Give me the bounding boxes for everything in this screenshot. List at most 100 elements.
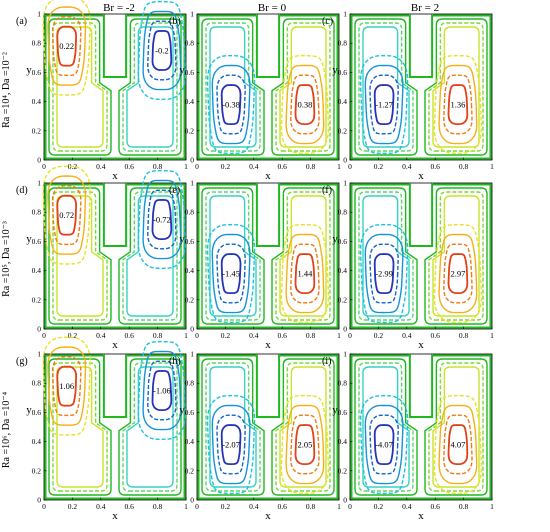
streamline xyxy=(42,0,91,96)
streamline xyxy=(137,0,187,101)
panel: (a)0.22 -0.20 0.2 0.4 0.6 0.8 100.20.40.60.81x… xyxy=(16,0,188,182)
y-axis-label: y xyxy=(332,233,338,245)
vortex-value-label: -2.99 xyxy=(375,269,393,279)
panel: (c)-1.27 1.360 0.2 0.4 0.6 0.8 100.20.40.60.81… xyxy=(322,10,494,183)
streamline xyxy=(424,358,488,496)
streamline xyxy=(280,223,330,324)
streamline xyxy=(285,233,325,314)
streamline xyxy=(47,175,87,255)
streamline xyxy=(44,354,186,500)
x-tick-label: 0.4 xyxy=(402,502,412,511)
x-tick-label: 0.2 xyxy=(68,502,78,511)
panel: (d)0.72 -0.720 0.2 0.4 0.6 0.8 100.20.40.60.81… xyxy=(16,165,188,351)
panel-tag: (i) xyxy=(322,356,331,367)
y-tick-label: 0.4 xyxy=(338,97,348,106)
y-tick-label: 0.2 xyxy=(32,295,42,304)
streamline xyxy=(369,74,399,135)
y-axis-label: y xyxy=(26,233,32,245)
streamline xyxy=(147,189,177,250)
streamline xyxy=(142,179,182,260)
vortex-value-label: -0.38 xyxy=(222,100,240,110)
streamline xyxy=(56,25,78,67)
streamline xyxy=(211,233,251,314)
column-header: Br = 0 xyxy=(258,2,287,14)
plot-frame xyxy=(43,13,187,161)
streamline xyxy=(197,14,339,160)
streamline xyxy=(271,18,335,156)
y-tick-label: 0.6 xyxy=(32,237,42,246)
x-tick-label: 1 xyxy=(337,162,341,171)
streamline xyxy=(373,424,395,466)
streamline xyxy=(118,18,182,156)
streamline xyxy=(47,346,87,426)
vortex-value-label: -0.72 xyxy=(153,215,171,225)
y-tick-label: 1 xyxy=(343,179,347,188)
streamline xyxy=(280,394,330,495)
plot-frame xyxy=(196,353,340,501)
plot-frame xyxy=(349,182,493,330)
streamline xyxy=(216,74,246,135)
vortex-value-label: 0.38 xyxy=(297,100,312,110)
panel: (b)-0.38 0.380 0.2 0.4 0.6 0.8 100.20.40.60.81… xyxy=(169,10,341,183)
streamline xyxy=(424,18,488,156)
streamline xyxy=(364,404,404,485)
streamline xyxy=(220,84,242,126)
x-tick-label: 0.6 xyxy=(431,331,441,340)
y-axis-label: y xyxy=(179,233,185,245)
y-tick-label: 0.4 xyxy=(185,437,195,446)
vortex-value-label: -1.45 xyxy=(222,269,240,279)
x-tick-label: 0.6 xyxy=(278,331,288,340)
x-tick-label: 0.8 xyxy=(306,502,316,511)
y-tick-label: 1 xyxy=(190,350,194,359)
column-header: Br = 2 xyxy=(411,2,439,14)
x-tick-label: 0 xyxy=(42,162,46,171)
y-tick-label: 1 xyxy=(37,10,41,19)
y-tick-label: 0 xyxy=(37,325,41,334)
streamline xyxy=(271,358,335,496)
streamline xyxy=(216,243,246,304)
x-tick-label: 0 xyxy=(195,502,199,511)
x-tick-label: 0.8 xyxy=(306,162,316,171)
y-tick-label: 0.6 xyxy=(338,408,348,417)
x-tick-label: 0.2 xyxy=(374,162,384,171)
streamline xyxy=(126,26,174,148)
x-tick-label: 0.8 xyxy=(153,162,163,171)
x-tick-label: 0 xyxy=(42,331,46,340)
x-tick-label: 0.2 xyxy=(221,162,231,171)
panel-tag: (e) xyxy=(169,185,180,196)
y-tick-label: 1 xyxy=(37,350,41,359)
y-tick-label: 0.8 xyxy=(32,379,42,388)
y-axis-label: y xyxy=(179,64,185,76)
streamline xyxy=(373,253,395,295)
streamline xyxy=(358,191,414,321)
row-label: Ra =10⁵, Da =10⁻³ xyxy=(1,221,12,297)
y-tick-label: 0.8 xyxy=(185,39,195,48)
panel-tag: (d) xyxy=(16,185,28,196)
y-tick-label: 0.2 xyxy=(32,126,42,135)
vortex-value-label: 0.72 xyxy=(59,210,74,220)
streamline xyxy=(373,84,395,126)
streamline xyxy=(364,233,404,314)
y-tick-label: 0.6 xyxy=(185,237,195,246)
streamline xyxy=(275,22,331,152)
y-tick-label: 0.6 xyxy=(32,68,42,77)
y-tick-label: 0.2 xyxy=(185,466,195,475)
x-axis-label: x xyxy=(418,339,424,351)
x-tick-label: 0 xyxy=(348,502,352,511)
row-label: Ra =10⁶, Da =10⁻⁴ xyxy=(1,391,12,468)
y-tick-label: 0.4 xyxy=(32,266,42,275)
streamline xyxy=(216,414,246,475)
streamline xyxy=(56,194,78,236)
streamline xyxy=(447,84,469,126)
x-tick-label: 1 xyxy=(490,502,494,511)
streamline xyxy=(44,14,186,160)
x-axis-label: x xyxy=(418,510,424,522)
y-tick-label: 0.8 xyxy=(185,379,195,388)
y-tick-label: 0.6 xyxy=(32,408,42,417)
vortex-value-label: 1.06 xyxy=(59,381,74,391)
x-axis-label: x xyxy=(265,510,271,522)
streamline xyxy=(51,16,82,77)
y-tick-label: 0.6 xyxy=(185,408,195,417)
streamline xyxy=(44,183,186,329)
